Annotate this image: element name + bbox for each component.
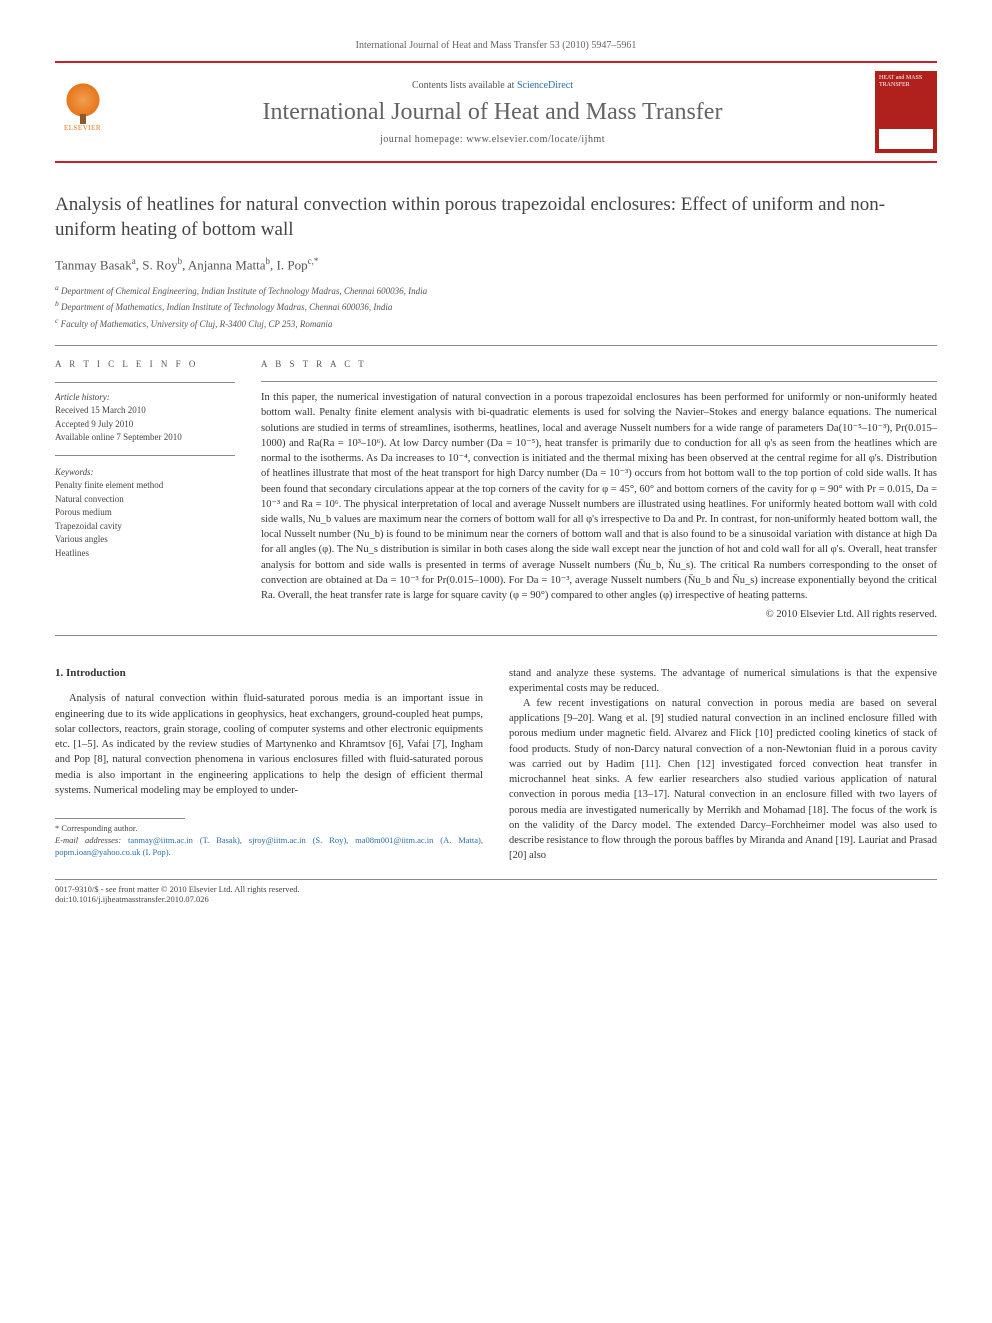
corresponding-author-note: * Corresponding author. — [55, 823, 483, 835]
sciencedirect-link[interactable]: ScienceDirect — [517, 80, 573, 91]
doi-line: doi:10.1016/j.ijheatmasstransfer.2010.07… — [55, 894, 300, 904]
affiliation-line: a Department of Chemical Engineering, In… — [55, 282, 937, 299]
contents-available-line: Contents lists available at ScienceDirec… — [110, 80, 875, 91]
abstract-text: In this paper, the numerical investigati… — [261, 390, 937, 603]
intro-para-2b: A few recent investigations on natural c… — [509, 696, 937, 863]
contents-prefix: Contents lists available at — [412, 80, 517, 91]
abstract-copyright: © 2010 Elsevier Ltd. All rights reserved… — [261, 607, 937, 622]
publisher-label: ELSEVIER — [64, 124, 101, 132]
history-label: Article history: — [55, 391, 235, 405]
keyword-line: Heatlines — [55, 547, 235, 561]
keyword-line: Porous medium — [55, 506, 235, 520]
keyword-line: Natural convection — [55, 493, 235, 507]
elsevier-logo: ELSEVIER — [55, 82, 110, 142]
affiliations: a Department of Chemical Engineering, In… — [55, 282, 937, 332]
affiliation-line: c Faculty of Mathematics, University of … — [55, 315, 937, 332]
homepage-url[interactable]: www.elsevier.com/locate/ijhmt — [466, 134, 605, 145]
issn-line: 0017-9310/$ - see front matter © 2010 El… — [55, 884, 300, 894]
journal-header: ELSEVIER Contents lists available at Sci… — [55, 61, 937, 163]
journal-cover-thumbnail: HEAT and MASS TRANSFER — [875, 71, 937, 153]
article-title: Analysis of heatlines for natural convec… — [55, 193, 937, 242]
right-column: stand and analyze these systems. The adv… — [509, 666, 937, 864]
divider — [55, 345, 937, 346]
article-info-column: A R T I C L E I N F O Article history: R… — [55, 358, 235, 622]
footer-line: 0017-9310/$ - see front matter © 2010 El… — [55, 879, 937, 904]
elsevier-tree-icon — [63, 82, 103, 122]
journal-title: International Journal of Heat and Mass T… — [110, 99, 875, 126]
running-citation: International Journal of Heat and Mass T… — [55, 40, 937, 51]
history-line: Accepted 9 July 2010 — [55, 418, 235, 432]
article-info-heading: A R T I C L E I N F O — [55, 358, 235, 372]
keyword-line: Penalty finite element method — [55, 479, 235, 493]
footnote-separator — [55, 818, 185, 819]
keyword-line: Various angles — [55, 533, 235, 547]
left-column: 1. Introduction Analysis of natural conv… — [55, 666, 483, 864]
abstract-heading: A B S T R A C T — [261, 358, 937, 371]
intro-para-1: Analysis of natural convection within fl… — [55, 691, 483, 798]
cover-text: HEAT and MASS TRANSFER — [879, 75, 933, 89]
abstract-column: A B S T R A C T In this paper, the numer… — [261, 358, 937, 622]
footnotes: * Corresponding author. E-mail addresses… — [55, 823, 483, 859]
journal-homepage-line: journal homepage: www.elsevier.com/locat… — [110, 134, 875, 145]
divider — [55, 635, 937, 636]
history-line: Available online 7 September 2010 — [55, 431, 235, 445]
affiliation-line: b Department of Mathematics, Indian Inst… — [55, 298, 937, 315]
intro-para-2a: stand and analyze these systems. The adv… — [509, 666, 937, 696]
body-two-column: 1. Introduction Analysis of natural conv… — [55, 666, 937, 864]
author-list: Tanmay Basaka, S. Royb, Anjanna Mattab, … — [55, 256, 937, 273]
keywords-label: Keywords: — [55, 466, 235, 480]
history-line: Received 15 March 2010 — [55, 404, 235, 418]
homepage-prefix: journal homepage: — [380, 134, 466, 145]
keyword-line: Trapezoidal cavity — [55, 520, 235, 534]
section-heading-intro: 1. Introduction — [55, 666, 483, 682]
emails-label: E-mail addresses: — [55, 835, 121, 845]
